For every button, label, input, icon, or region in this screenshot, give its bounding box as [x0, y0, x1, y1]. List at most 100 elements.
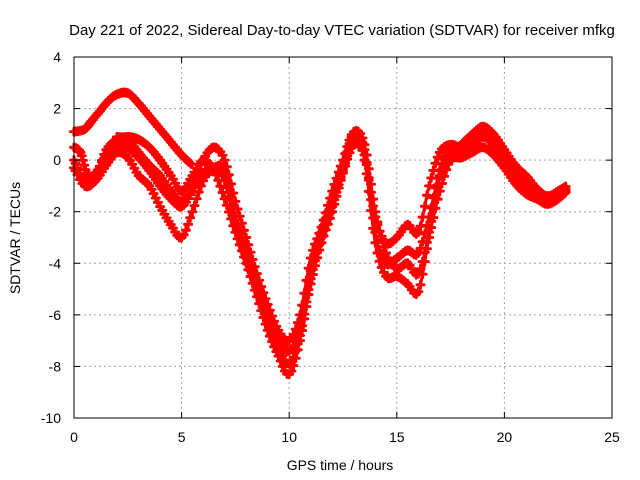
data-series-track-d [112, 121, 530, 347]
data-point [185, 212, 196, 223]
data-point [372, 248, 383, 258]
data-point [236, 218, 247, 229]
data-point [374, 256, 385, 267]
data-point [331, 173, 342, 184]
data-point [249, 261, 260, 272]
y-tick-label: -4 [49, 255, 62, 271]
data-point [230, 196, 241, 207]
y-tick-label: 4 [53, 49, 61, 65]
data-point [286, 366, 297, 377]
data-point [223, 169, 234, 180]
data-point [258, 287, 269, 298]
data-point [327, 186, 338, 197]
data-point [417, 256, 428, 267]
data-point [344, 135, 355, 145]
data-point [363, 163, 374, 174]
data-point [421, 237, 432, 248]
data-point [428, 203, 439, 214]
data-point [232, 204, 243, 214]
x-tick-label: 15 [389, 429, 405, 445]
plot-area [69, 87, 571, 380]
data-point [413, 227, 424, 238]
data-point [424, 227, 435, 238]
data-point [419, 201, 430, 212]
x-axis-label: GPS time / hours [287, 457, 394, 473]
data-point [310, 239, 320, 250]
data-point [342, 141, 353, 152]
data-point [426, 216, 437, 227]
data-point [256, 281, 267, 292]
data-point [189, 200, 200, 211]
y-tick-label: -2 [49, 204, 62, 220]
data-point [303, 263, 314, 274]
data-point [415, 263, 426, 274]
data-point [217, 187, 228, 198]
data-point [193, 187, 204, 198]
data-point [413, 286, 424, 297]
data-point [295, 309, 305, 320]
data-point [368, 223, 379, 234]
data-point [314, 228, 325, 239]
data-point [316, 222, 327, 233]
chart-title: Day 221 of 2022, Sidereal Day-to-day VTE… [69, 22, 615, 39]
data-point [288, 352, 299, 363]
data-point [260, 293, 271, 304]
data-point [228, 188, 239, 198]
y-tick-label: -6 [49, 307, 62, 323]
data-point [305, 253, 316, 264]
data-point [312, 233, 323, 244]
data-point [196, 180, 206, 191]
data-point [325, 193, 336, 204]
data-point [288, 329, 299, 340]
data-point [221, 161, 232, 172]
data-point [191, 170, 202, 181]
data-point [292, 317, 303, 328]
data-point [359, 139, 370, 150]
data-point [376, 234, 387, 245]
data-point [264, 305, 275, 316]
data-point [189, 176, 200, 187]
data-point [372, 217, 383, 227]
x-tick-label: 5 [178, 429, 186, 445]
data-point [243, 239, 254, 250]
data-point [290, 324, 301, 335]
data-point [185, 158, 196, 169]
data-point [430, 191, 441, 202]
data-point [226, 178, 237, 189]
y-tick-label: -10 [41, 410, 61, 426]
data-point [320, 207, 331, 218]
data-point [215, 181, 226, 192]
data-point [297, 300, 308, 311]
data-point [432, 179, 443, 190]
grid-lines [74, 57, 612, 418]
data-point [219, 155, 230, 166]
data-point [374, 226, 385, 237]
data-point [378, 241, 389, 252]
data-point [239, 225, 249, 236]
data-point [180, 225, 191, 236]
data-point [424, 180, 435, 191]
data-point [329, 179, 340, 190]
data-point [366, 179, 376, 190]
data-point [187, 206, 198, 217]
data-point [519, 169, 530, 180]
data-point [333, 167, 344, 178]
data-point [307, 245, 318, 256]
data-point [361, 150, 372, 160]
data-point [370, 206, 381, 217]
data-point [251, 268, 262, 279]
y-axis-label: SDTVAR / TECUs [7, 182, 23, 294]
data-point [183, 219, 194, 230]
plot-frame [73, 56, 613, 419]
data-point [191, 193, 202, 204]
data-point [318, 215, 329, 226]
data-point [419, 247, 430, 258]
x-tick-label: 20 [497, 429, 513, 445]
data-point [299, 288, 310, 299]
data-point [415, 279, 426, 290]
data-series-track-upper [69, 87, 196, 169]
data-point [234, 211, 245, 222]
data-point [434, 170, 445, 181]
data-point [262, 299, 273, 310]
